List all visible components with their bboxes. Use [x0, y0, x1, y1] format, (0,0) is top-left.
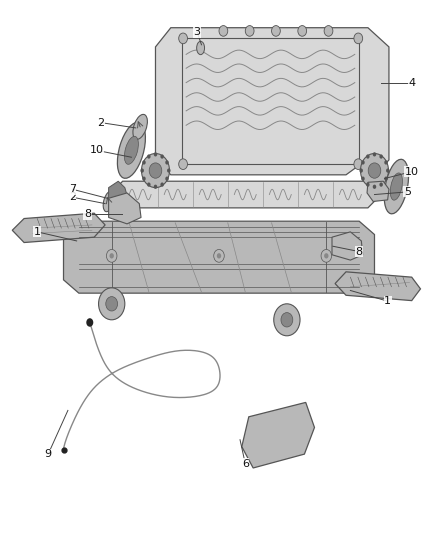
- Text: 4: 4: [408, 78, 415, 87]
- Circle shape: [274, 304, 300, 336]
- Circle shape: [217, 253, 221, 259]
- Ellipse shape: [133, 115, 148, 139]
- Circle shape: [386, 168, 389, 173]
- Circle shape: [324, 253, 328, 259]
- Circle shape: [366, 182, 370, 187]
- Circle shape: [354, 33, 363, 44]
- Circle shape: [160, 182, 164, 187]
- Circle shape: [147, 182, 151, 187]
- Circle shape: [361, 176, 365, 181]
- Circle shape: [165, 176, 169, 181]
- Text: 8: 8: [84, 209, 91, 219]
- Circle shape: [379, 155, 383, 159]
- Text: 1: 1: [34, 227, 41, 237]
- Circle shape: [219, 26, 228, 36]
- Circle shape: [142, 160, 146, 165]
- Text: 3: 3: [194, 27, 201, 37]
- Circle shape: [281, 312, 293, 327]
- Circle shape: [149, 163, 162, 178]
- Circle shape: [360, 168, 363, 173]
- Circle shape: [141, 168, 144, 173]
- Circle shape: [142, 176, 146, 181]
- Circle shape: [160, 155, 164, 159]
- Circle shape: [245, 26, 254, 36]
- Circle shape: [110, 253, 114, 259]
- Circle shape: [360, 154, 389, 188]
- Text: 2: 2: [97, 118, 104, 127]
- Polygon shape: [155, 28, 389, 175]
- Text: 6: 6: [242, 459, 249, 469]
- Ellipse shape: [117, 122, 145, 179]
- Circle shape: [167, 168, 170, 173]
- Circle shape: [106, 249, 117, 262]
- Circle shape: [361, 160, 365, 165]
- Circle shape: [368, 163, 381, 178]
- Polygon shape: [12, 213, 105, 243]
- Circle shape: [384, 176, 388, 181]
- Polygon shape: [332, 232, 363, 260]
- Circle shape: [272, 26, 280, 36]
- Ellipse shape: [124, 136, 138, 164]
- Circle shape: [86, 318, 93, 327]
- Circle shape: [298, 26, 307, 36]
- Text: 2: 2: [69, 192, 76, 202]
- Text: 10: 10: [89, 146, 103, 155]
- Circle shape: [366, 155, 370, 159]
- Circle shape: [379, 182, 383, 187]
- Circle shape: [384, 160, 388, 165]
- Polygon shape: [109, 193, 141, 224]
- Circle shape: [179, 33, 187, 44]
- Circle shape: [154, 152, 157, 157]
- Polygon shape: [64, 221, 374, 293]
- Text: 8: 8: [356, 247, 363, 256]
- Text: 5: 5: [404, 187, 411, 197]
- Circle shape: [141, 154, 170, 188]
- Ellipse shape: [103, 191, 114, 212]
- Ellipse shape: [384, 159, 409, 214]
- Ellipse shape: [197, 41, 205, 55]
- Polygon shape: [110, 181, 381, 208]
- Text: 1: 1: [384, 296, 391, 306]
- Circle shape: [165, 160, 169, 165]
- Circle shape: [99, 288, 125, 320]
- Polygon shape: [109, 181, 128, 205]
- Polygon shape: [367, 181, 389, 201]
- Circle shape: [147, 155, 151, 159]
- Circle shape: [324, 26, 333, 36]
- Polygon shape: [335, 272, 420, 301]
- Circle shape: [214, 249, 224, 262]
- Circle shape: [321, 249, 332, 262]
- Circle shape: [373, 152, 376, 157]
- Text: 9: 9: [45, 449, 52, 459]
- Text: 7: 7: [69, 184, 76, 194]
- Ellipse shape: [390, 173, 403, 200]
- Circle shape: [373, 184, 376, 189]
- Circle shape: [179, 159, 187, 169]
- Circle shape: [354, 159, 363, 169]
- Circle shape: [154, 184, 157, 189]
- Circle shape: [106, 296, 117, 311]
- Text: 10: 10: [405, 167, 419, 176]
- Polygon shape: [242, 402, 314, 468]
